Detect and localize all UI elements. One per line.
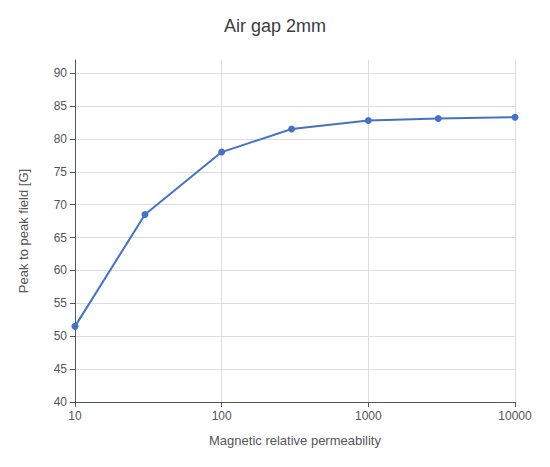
- svg-text:40: 40: [54, 395, 68, 409]
- svg-text:100: 100: [212, 409, 232, 423]
- svg-text:85: 85: [54, 99, 68, 113]
- svg-text:55: 55: [54, 296, 68, 310]
- svg-text:75: 75: [54, 165, 68, 179]
- svg-text:90: 90: [54, 66, 68, 80]
- svg-text:1000: 1000: [355, 409, 382, 423]
- svg-text:Air gap 2mm: Air gap 2mm: [224, 16, 326, 36]
- svg-text:60: 60: [54, 263, 68, 277]
- svg-text:70: 70: [54, 198, 68, 212]
- svg-text:50: 50: [54, 329, 68, 343]
- svg-text:65: 65: [54, 231, 68, 245]
- svg-text:80: 80: [54, 132, 68, 146]
- svg-text:10000: 10000: [498, 409, 532, 423]
- svg-text:45: 45: [54, 362, 68, 376]
- svg-text:10: 10: [68, 409, 82, 423]
- svg-text:Peak to peak field [G]: Peak to peak field [G]: [16, 169, 31, 293]
- svg-text:Magnetic relative permeability: Magnetic relative permeability: [209, 433, 381, 448]
